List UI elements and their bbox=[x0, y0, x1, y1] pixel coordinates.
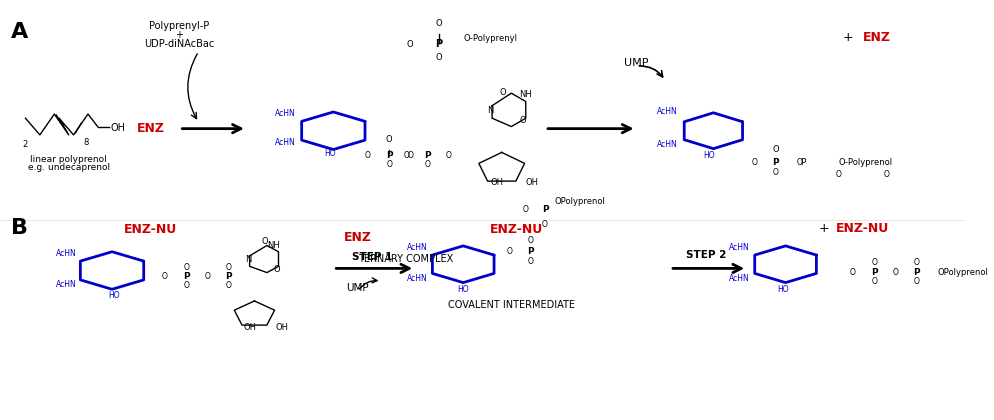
Text: O: O bbox=[404, 151, 409, 160]
Text: ENZ: ENZ bbox=[862, 31, 890, 44]
Text: COVALENT INTERMEDIATE: COVALENT INTERMEDIATE bbox=[447, 300, 575, 310]
Text: AcHN: AcHN bbox=[274, 109, 295, 118]
Text: O: O bbox=[183, 281, 189, 290]
Text: STEP 1: STEP 1 bbox=[351, 252, 392, 262]
Text: O-Polyprenyl: O-Polyprenyl bbox=[463, 34, 517, 43]
Text: O: O bbox=[892, 268, 898, 277]
Text: O: O bbox=[365, 151, 371, 160]
Text: O: O bbox=[849, 268, 855, 277]
Text: AcHN: AcHN bbox=[274, 138, 295, 147]
Text: O: O bbox=[871, 277, 876, 286]
Text: OH: OH bbox=[243, 323, 255, 332]
Text: O: O bbox=[162, 272, 168, 281]
Text: N: N bbox=[245, 255, 250, 264]
Text: 2: 2 bbox=[23, 140, 28, 150]
Text: O: O bbox=[542, 220, 548, 228]
Text: O: O bbox=[519, 116, 525, 125]
Text: B: B bbox=[11, 218, 28, 238]
Text: HO: HO bbox=[702, 151, 714, 160]
Text: OH: OH bbox=[490, 178, 503, 187]
Text: OPolyprenol: OPolyprenol bbox=[554, 197, 605, 206]
Text: 8: 8 bbox=[83, 138, 88, 147]
Text: P: P bbox=[386, 151, 392, 160]
Text: O: O bbox=[386, 135, 392, 144]
Text: A: A bbox=[11, 22, 28, 42]
Text: O: O bbox=[445, 151, 451, 160]
Text: +: + bbox=[842, 31, 853, 44]
Text: O: O bbox=[772, 168, 778, 176]
Text: O: O bbox=[435, 53, 442, 62]
Text: P: P bbox=[435, 39, 442, 49]
Text: N: N bbox=[487, 106, 493, 115]
Text: O: O bbox=[273, 265, 280, 274]
Text: O: O bbox=[407, 40, 414, 49]
Text: O: O bbox=[527, 236, 533, 245]
Text: AcHN: AcHN bbox=[407, 274, 427, 283]
Text: P: P bbox=[225, 272, 232, 281]
Text: ENZ-NU: ENZ-NU bbox=[124, 223, 177, 236]
Text: O: O bbox=[226, 281, 232, 290]
Text: +: + bbox=[175, 30, 183, 40]
Text: Polyprenyl-P: Polyprenyl-P bbox=[149, 21, 210, 31]
Text: AcHN: AcHN bbox=[729, 243, 749, 252]
Text: ENZ: ENZ bbox=[343, 231, 371, 244]
Text: ENZ: ENZ bbox=[136, 122, 164, 135]
Text: O: O bbox=[424, 160, 430, 169]
Text: HO: HO bbox=[324, 149, 336, 158]
Text: HO: HO bbox=[457, 285, 468, 294]
Text: OH: OH bbox=[110, 123, 125, 133]
Text: P: P bbox=[541, 205, 548, 214]
Text: P: P bbox=[423, 151, 430, 160]
Text: +: + bbox=[818, 222, 829, 235]
Text: O: O bbox=[407, 151, 413, 160]
Text: O: O bbox=[506, 247, 512, 256]
Text: O: O bbox=[912, 277, 918, 286]
Text: TERNARY COMPLEX: TERNARY COMPLEX bbox=[358, 254, 452, 264]
Text: P: P bbox=[870, 268, 877, 277]
Text: O: O bbox=[204, 272, 210, 281]
Text: P: P bbox=[912, 268, 918, 277]
Text: linear polyprenol: linear polyprenol bbox=[31, 155, 107, 164]
Text: UDP-diNAcBac: UDP-diNAcBac bbox=[144, 39, 215, 49]
Text: O: O bbox=[796, 158, 802, 167]
Text: UMP: UMP bbox=[346, 284, 369, 293]
Text: ENZ-NU: ENZ-NU bbox=[489, 223, 543, 236]
Text: P: P bbox=[183, 272, 189, 281]
Text: ENZ-NU: ENZ-NU bbox=[835, 222, 889, 235]
Text: O: O bbox=[386, 160, 392, 169]
Text: O: O bbox=[871, 258, 876, 268]
Text: AcHN: AcHN bbox=[656, 140, 677, 150]
Text: O: O bbox=[751, 158, 757, 167]
Text: HO: HO bbox=[776, 285, 787, 294]
Text: e.g. undecaprenol: e.g. undecaprenol bbox=[28, 163, 109, 172]
Text: AcHN: AcHN bbox=[56, 249, 77, 258]
Text: O: O bbox=[435, 19, 442, 29]
Text: P: P bbox=[527, 247, 534, 256]
Text: AcHN: AcHN bbox=[56, 280, 77, 289]
Text: O: O bbox=[260, 237, 267, 246]
Text: NH: NH bbox=[519, 89, 531, 99]
Text: AcHN: AcHN bbox=[656, 107, 677, 116]
Text: O-Polyprenol: O-Polyprenol bbox=[838, 158, 892, 167]
Text: OH: OH bbox=[525, 178, 538, 187]
Text: P: P bbox=[799, 158, 804, 167]
Text: P: P bbox=[772, 158, 778, 167]
Text: O: O bbox=[772, 144, 778, 154]
Text: O: O bbox=[522, 205, 528, 214]
Text: NH: NH bbox=[266, 241, 279, 249]
Text: O: O bbox=[183, 262, 189, 272]
Text: O: O bbox=[835, 170, 841, 178]
Text: O: O bbox=[226, 262, 232, 272]
Text: HO: HO bbox=[108, 291, 119, 300]
Text: OH: OH bbox=[275, 323, 288, 332]
Text: O: O bbox=[499, 88, 506, 97]
Text: OPolyprenol: OPolyprenol bbox=[936, 268, 987, 277]
Text: AcHN: AcHN bbox=[407, 243, 427, 252]
Text: UMP: UMP bbox=[623, 58, 648, 68]
Text: O: O bbox=[883, 170, 889, 178]
Text: O: O bbox=[527, 257, 533, 266]
Text: STEP 2: STEP 2 bbox=[686, 250, 726, 260]
Text: AcHN: AcHN bbox=[729, 274, 749, 283]
Text: O: O bbox=[912, 258, 918, 268]
